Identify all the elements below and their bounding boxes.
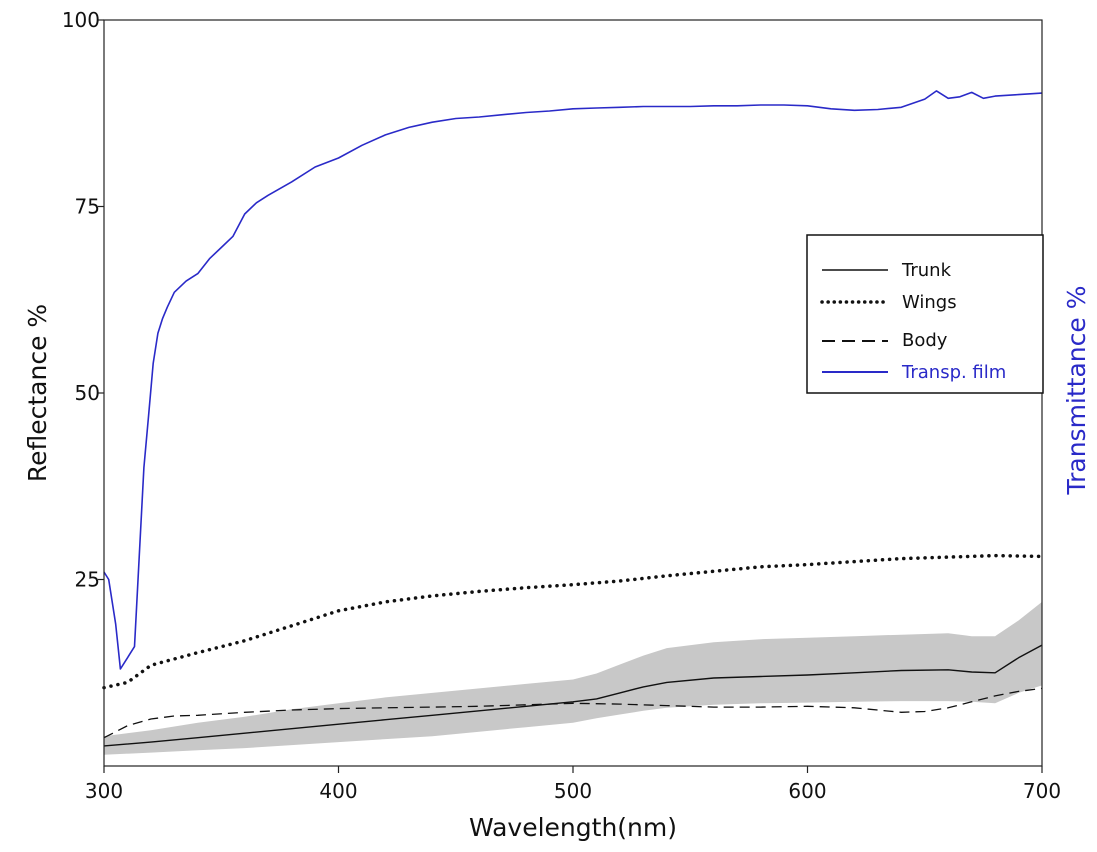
series-lines-layer	[102, 90, 1044, 747]
x-axis-title: Wavelength(nm)	[469, 813, 677, 842]
legend: Trunk Wings Body Transp. film	[806, 234, 1044, 394]
y-tick-label: 75	[75, 195, 100, 219]
trunk-variance-band-layer	[104, 601, 1042, 755]
y-tick-label: 50	[75, 381, 100, 405]
legend-label-wings: Wings	[902, 292, 957, 313]
x-tick-label: 600	[788, 779, 826, 803]
series-line-transp-film	[103, 90, 1043, 670]
legend-label-body: Body	[902, 330, 948, 351]
x-tick-label: 700	[1023, 779, 1061, 803]
trunk-variance-band	[104, 601, 1042, 755]
legend-label-transp-film: Transp. film	[901, 362, 1006, 383]
y-tick-label: 25	[75, 568, 100, 592]
y-axis-title-left: Reflectance %	[23, 304, 52, 482]
legend-label-trunk: Trunk	[901, 260, 952, 281]
x-tick-label: 500	[554, 779, 592, 803]
x-tick-label: 300	[85, 779, 123, 803]
series-line-body	[103, 687, 1043, 739]
x-tick-label: 400	[319, 779, 357, 803]
legend-box	[806, 234, 1044, 394]
ticks-layer: 300 400 500 600 700 25 50 75 100	[62, 8, 1061, 803]
y-axis-title-right: Transmittance %	[1062, 286, 1091, 496]
series-line-wings	[102, 553, 1044, 690]
series-line-trunk	[103, 644, 1043, 747]
y-tick-label: 100	[62, 8, 100, 32]
